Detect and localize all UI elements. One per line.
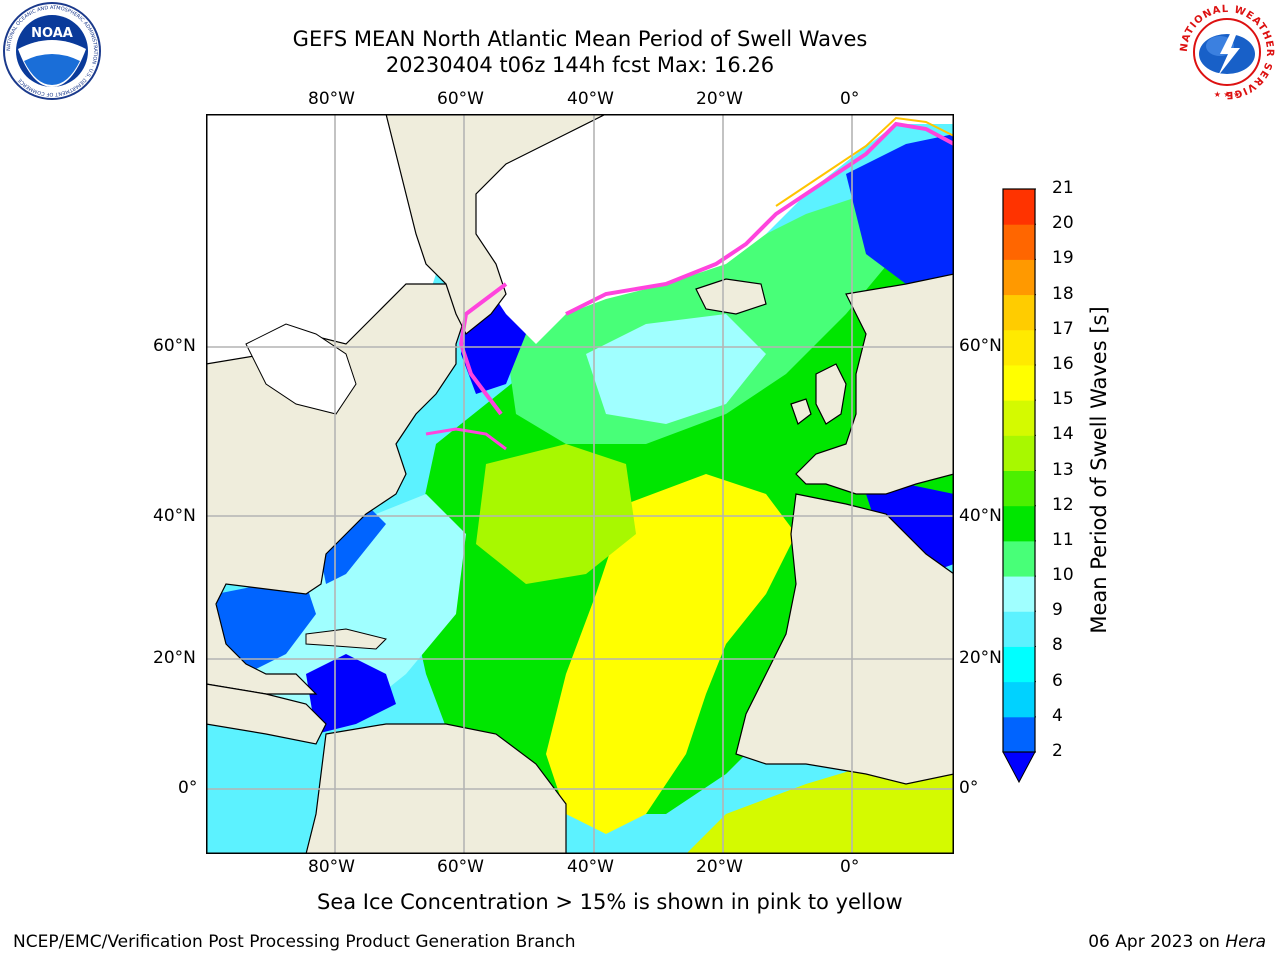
colorbar: [1002, 188, 1036, 784]
svg-text:★ ★ ★: ★ ★ ★: [1214, 90, 1241, 99]
lat-label-right-0: 0°: [959, 778, 979, 798]
lon-label-top-40w: 40°W: [567, 89, 614, 109]
period-band-blue-carib: [306, 654, 396, 734]
colorbar-segment: [1003, 400, 1035, 436]
colorbar-segment: [1003, 224, 1035, 260]
colorbar-segment: [1003, 435, 1035, 471]
period-band-cyan-west: [246, 494, 466, 734]
period-band-blue-gulf: [216, 584, 316, 674]
lon-label-top-80w: 80°W: [308, 89, 355, 109]
lon-label-bottom-40w: 40°W: [567, 857, 614, 877]
colorbar-tick-label: 19: [1052, 248, 1074, 269]
colorbar-tick-label: 2: [1052, 741, 1063, 761]
lon-label-bottom-60w: 60°W: [437, 857, 484, 877]
lat-label-right-40n: 40°N: [959, 506, 1002, 526]
colorbar-label: Mean Period of Swell Waves [s]: [1087, 306, 1111, 634]
colorbar-tick-label: 14: [1052, 424, 1074, 445]
lon-label-top-20w: 20°W: [696, 89, 743, 109]
land-africa: [735, 493, 954, 785]
chart-subtitle: 20230404 t06z 144h fcst Max: 16.26: [385, 53, 775, 77]
colorbar-segment: [1003, 646, 1035, 683]
lon-label-bottom-20w: 20°W: [696, 857, 743, 877]
colorbar-segment: [1003, 505, 1035, 542]
footer-credit: NCEP/EMC/Verification Post Processing Pr…: [13, 932, 576, 952]
lat-label-left-60n: 60°N: [153, 336, 196, 356]
colorbar-tick-label: 13: [1052, 459, 1074, 480]
sea-ice-edge-east: [565, 121, 954, 316]
chart-title: GEFS MEAN North Atlantic Mean Period of …: [292, 27, 868, 51]
colorbar-segment: [1003, 716, 1035, 753]
colorbar-tick-label: 17: [1052, 318, 1074, 339]
nws-logo: NATIONAL WEATHER SERVICE ★ ★ ★: [1179, 4, 1274, 100]
land-cuba: [305, 628, 387, 650]
colorbar-segment: [1003, 189, 1035, 225]
sea-ice-edge-gulf-stlawrence: [425, 427, 507, 451]
swell-period-map: [206, 114, 954, 854]
noaa-logo: NOAA NATIONAL OCEANIC AND ATMOSPHERIC AD…: [3, 2, 101, 100]
lon-label-bottom-0: 0°: [840, 857, 860, 877]
colorbar-segment: [1003, 364, 1035, 401]
colorbar-segment: [1003, 681, 1035, 718]
colorbar-segment: [1003, 611, 1035, 647]
colorbar-tick-label: 6: [1052, 670, 1063, 691]
sea-ice-yellow-fringe: [775, 116, 954, 207]
colorbar-tick-label: 21: [1052, 178, 1074, 198]
colorbar-tick-label: 16: [1052, 353, 1074, 374]
lat-label-right-60n: 60°N: [959, 336, 1002, 356]
period-band-blue-norway: [846, 134, 954, 284]
colorbar-segment: [1003, 259, 1035, 296]
footer-date-text: 06 Apr 2023 on: [1088, 932, 1226, 952]
lat-label-left-20n: 20°N: [153, 648, 196, 668]
lat-label-left-40n: 40°N: [153, 506, 196, 526]
colorbar-segment: [1003, 329, 1035, 366]
colorbar-segment: [1003, 540, 1035, 577]
lat-label-left-0: 0°: [178, 778, 198, 798]
colorbar-tick-label: 11: [1052, 529, 1074, 550]
svg-text:NOAA: NOAA: [31, 26, 73, 41]
period-band-yellowgreen: [476, 444, 636, 584]
lon-label-top-60w: 60°W: [437, 89, 484, 109]
colorbar-segment: [1003, 294, 1035, 331]
colorbar-tick-label: 20: [1052, 213, 1074, 234]
land-europe: [795, 273, 954, 495]
colorbar-tick-label: 9: [1052, 600, 1063, 621]
graticule: [206, 114, 954, 854]
lon-label-top-0: 0°: [840, 89, 860, 109]
colorbar-segment: [1003, 470, 1035, 507]
period-band-yellow: [546, 474, 796, 834]
land-greenland: [385, 114, 607, 335]
footer-machine: Hera: [1225, 932, 1266, 952]
land-iceland: [695, 278, 767, 315]
colorbar-tick-label: 10: [1052, 565, 1074, 586]
colorbar-tick-label: 18: [1052, 283, 1074, 304]
lat-label-right-20n: 20°N: [959, 648, 1002, 668]
colorbar-segment: [1003, 576, 1035, 612]
colorbar-tick-label: 8: [1052, 635, 1063, 656]
colorbar-tick-label: 15: [1052, 389, 1074, 410]
period-band-cyan-ne: [586, 314, 766, 424]
lon-label-bottom-80w: 80°W: [308, 857, 355, 877]
colorbar-tick-label: 4: [1052, 705, 1063, 726]
colorbar-tick-label: 12: [1052, 494, 1074, 515]
footer-date: 06 Apr 2023 on Hera: [1088, 932, 1266, 952]
sea-ice-edge-labrador: [458, 282, 508, 416]
land-central-america: [206, 683, 327, 745]
land-british-isles: [790, 363, 847, 425]
sea-ice-caption: Sea Ice Concentration > 15% is shown in …: [317, 890, 903, 914]
